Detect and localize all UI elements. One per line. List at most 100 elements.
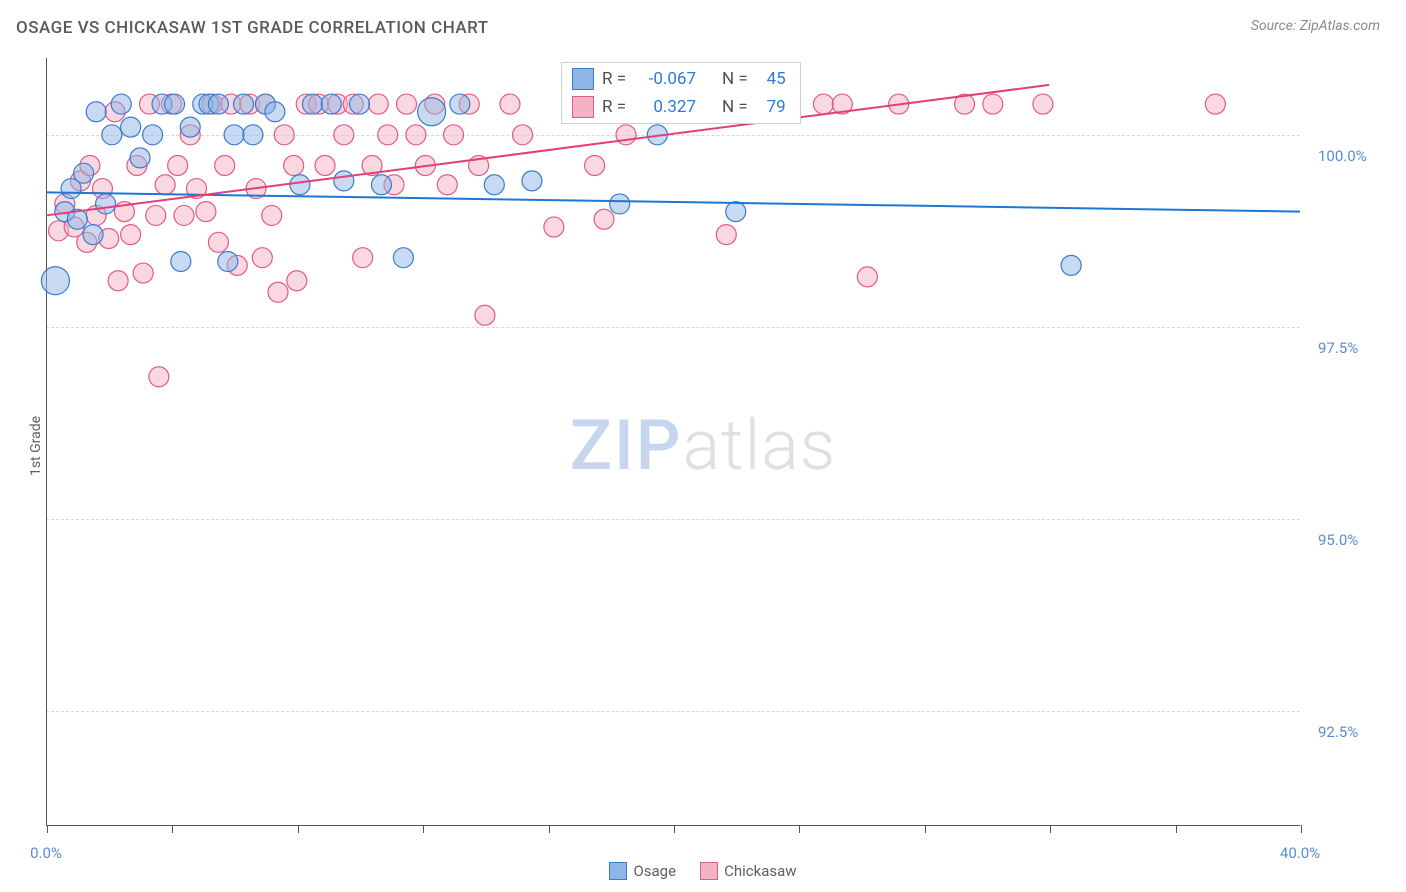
r-label: R = bbox=[602, 93, 626, 121]
chickasaw-point bbox=[149, 367, 169, 387]
x-tick bbox=[799, 825, 800, 833]
osage-point bbox=[171, 252, 191, 272]
n-label: N = bbox=[722, 65, 748, 93]
chickasaw-point bbox=[168, 156, 188, 176]
y-axis-label: 1st Grade bbox=[28, 416, 44, 476]
scatter-plot bbox=[46, 58, 1300, 826]
chickasaw-point bbox=[274, 125, 294, 145]
osage-point bbox=[121, 117, 141, 137]
x-tick bbox=[1176, 825, 1177, 833]
osage-point bbox=[290, 175, 310, 195]
osage-point bbox=[86, 102, 106, 122]
n-value: 45 bbox=[756, 65, 786, 93]
r-value: -0.067 bbox=[634, 65, 696, 93]
chickasaw-point bbox=[353, 248, 373, 268]
x-tick-label: 0.0% bbox=[30, 844, 62, 862]
chickasaw-swatch-icon bbox=[700, 862, 718, 880]
chickasaw-point bbox=[406, 125, 426, 145]
chickasaw-point bbox=[983, 94, 1003, 114]
osage-point bbox=[143, 125, 163, 145]
chickasaw-point bbox=[378, 125, 398, 145]
x-tick bbox=[925, 825, 926, 833]
stats-box: R = -0.067 N = 45 R = 0.327 N = 79 bbox=[561, 62, 801, 124]
chickasaw-point bbox=[513, 125, 533, 145]
legend-item-osage: Osage bbox=[609, 862, 676, 880]
osage-point bbox=[726, 202, 746, 222]
chickasaw-point bbox=[475, 305, 495, 325]
chickasaw-point bbox=[500, 94, 520, 114]
stats-row-osage: R = -0.067 N = 45 bbox=[572, 65, 786, 93]
chickasaw-point bbox=[208, 232, 228, 252]
osage-point bbox=[450, 94, 470, 114]
legend-item-chickasaw: Chickasaw bbox=[700, 862, 796, 880]
osage-point bbox=[302, 94, 322, 114]
osage-point bbox=[180, 117, 200, 137]
osage-point bbox=[165, 94, 185, 114]
osage-trendline bbox=[46, 192, 1300, 211]
y-tick-label: 97.5% bbox=[1318, 339, 1358, 357]
x-tick bbox=[298, 825, 299, 833]
n-value: 79 bbox=[756, 93, 786, 121]
chickasaw-swatch bbox=[572, 96, 594, 118]
chickasaw-point bbox=[268, 282, 288, 302]
x-tick bbox=[549, 825, 550, 833]
chickasaw-point bbox=[437, 175, 457, 195]
osage-point bbox=[234, 94, 254, 114]
chickasaw-point bbox=[585, 156, 605, 176]
osage-point bbox=[418, 98, 446, 126]
osage-point bbox=[218, 252, 238, 272]
osage-point bbox=[111, 94, 131, 114]
osage-point bbox=[321, 94, 341, 114]
n-label: N = bbox=[722, 93, 748, 121]
chickasaw-point bbox=[121, 225, 141, 245]
chickasaw-point bbox=[334, 125, 354, 145]
osage-point bbox=[371, 175, 391, 195]
osage-point bbox=[522, 171, 542, 191]
osage-point bbox=[208, 94, 228, 114]
chickasaw-point bbox=[155, 175, 175, 195]
legend: Osage Chickasaw bbox=[0, 862, 1406, 880]
osage-point bbox=[74, 163, 94, 183]
header: OSAGE VS CHICKASAW 1ST GRADE CORRELATION… bbox=[0, 0, 1406, 48]
x-tick bbox=[1050, 825, 1051, 833]
chickasaw-point bbox=[716, 225, 736, 245]
chickasaw-point bbox=[146, 205, 166, 225]
chickasaw-point bbox=[252, 248, 272, 268]
source-label: Source: ZipAtlas.com bbox=[1251, 18, 1380, 34]
chickasaw-point bbox=[215, 156, 235, 176]
chickasaw-point bbox=[368, 94, 388, 114]
chickasaw-point bbox=[857, 267, 877, 287]
chickasaw-point bbox=[262, 205, 282, 225]
osage-point bbox=[102, 125, 122, 145]
chickasaw-point bbox=[287, 271, 307, 291]
chickasaw-point bbox=[196, 202, 216, 222]
r-value: 0.327 bbox=[634, 93, 696, 121]
osage-point bbox=[1061, 255, 1081, 275]
osage-point bbox=[41, 267, 69, 295]
osage-point bbox=[265, 102, 285, 122]
stats-row-chickasaw: R = 0.327 N = 79 bbox=[572, 93, 786, 121]
x-tick bbox=[674, 825, 675, 833]
x-tick bbox=[423, 825, 424, 833]
legend-label: Osage bbox=[633, 862, 676, 880]
y-tick-label: 95.0% bbox=[1318, 531, 1358, 549]
osage-point bbox=[334, 171, 354, 191]
osage-point bbox=[610, 194, 630, 214]
x-tick bbox=[172, 825, 173, 833]
chickasaw-point bbox=[108, 271, 128, 291]
chickasaw-point bbox=[1033, 94, 1053, 114]
osage-point bbox=[393, 248, 413, 268]
r-label: R = bbox=[602, 65, 626, 93]
chickasaw-point bbox=[813, 94, 833, 114]
osage-point bbox=[350, 94, 370, 114]
x-tick bbox=[47, 825, 48, 833]
y-tick-label: 100.0% bbox=[1318, 147, 1367, 165]
chickasaw-point bbox=[444, 125, 464, 145]
chickasaw-point bbox=[594, 209, 614, 229]
chickasaw-point bbox=[174, 205, 194, 225]
y-tick-label: 92.5% bbox=[1318, 723, 1358, 741]
osage-point bbox=[83, 225, 103, 245]
chickasaw-point bbox=[315, 156, 335, 176]
legend-label: Chickasaw bbox=[724, 862, 796, 880]
osage-point bbox=[96, 194, 116, 214]
